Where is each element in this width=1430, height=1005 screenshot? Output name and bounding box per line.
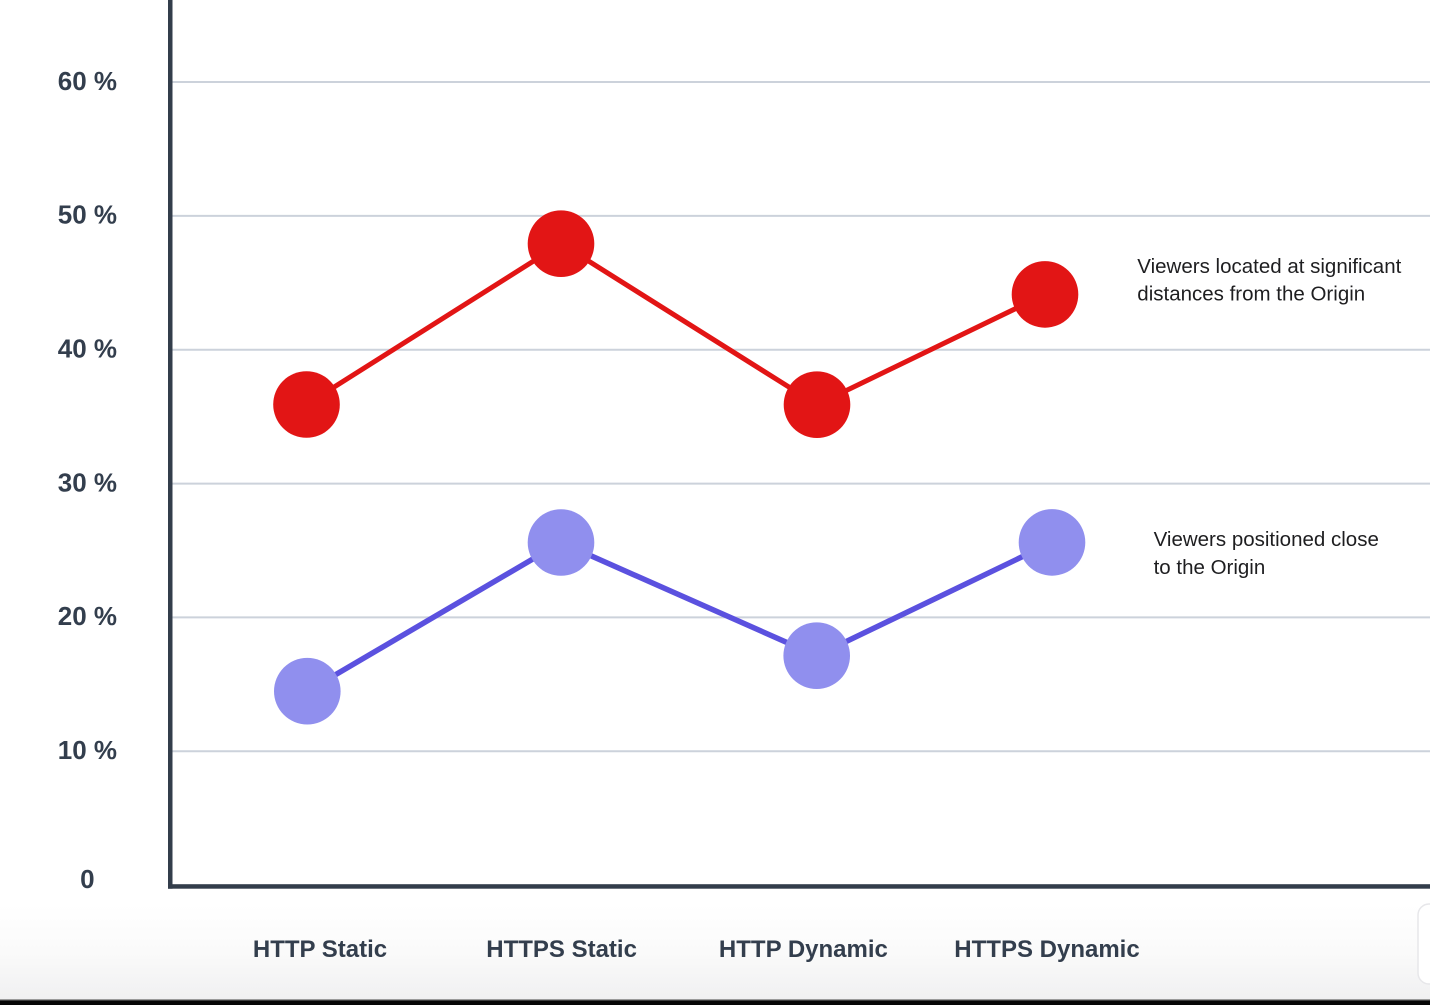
svg-text:HTTP Dynamic: HTTP Dynamic	[719, 936, 888, 963]
svg-text:distances from the Origin: distances from the Origin	[1137, 282, 1365, 305]
svg-text:HTTP Static: HTTP Static	[253, 936, 387, 963]
svg-text:Viewers positioned close: Viewers positioned close	[1154, 528, 1379, 551]
svg-text:0: 0	[80, 864, 94, 894]
svg-text:HTTPS Static: HTTPS Static	[486, 936, 637, 963]
svg-text:to the Origin: to the Origin	[1154, 556, 1266, 579]
svg-text:10 %: 10 %	[58, 735, 117, 765]
svg-text:30 %: 30 %	[58, 467, 117, 497]
svg-text:Viewers located at significant: Viewers located at significant	[1137, 255, 1401, 278]
svg-text:20 %: 20 %	[58, 601, 117, 631]
svg-text:HTTPS Dynamic: HTTPS Dynamic	[954, 936, 1139, 963]
svg-text:40 %: 40 %	[58, 334, 117, 364]
svg-text:50 %: 50 %	[58, 200, 117, 230]
svg-text:60 %: 60 %	[58, 66, 117, 96]
